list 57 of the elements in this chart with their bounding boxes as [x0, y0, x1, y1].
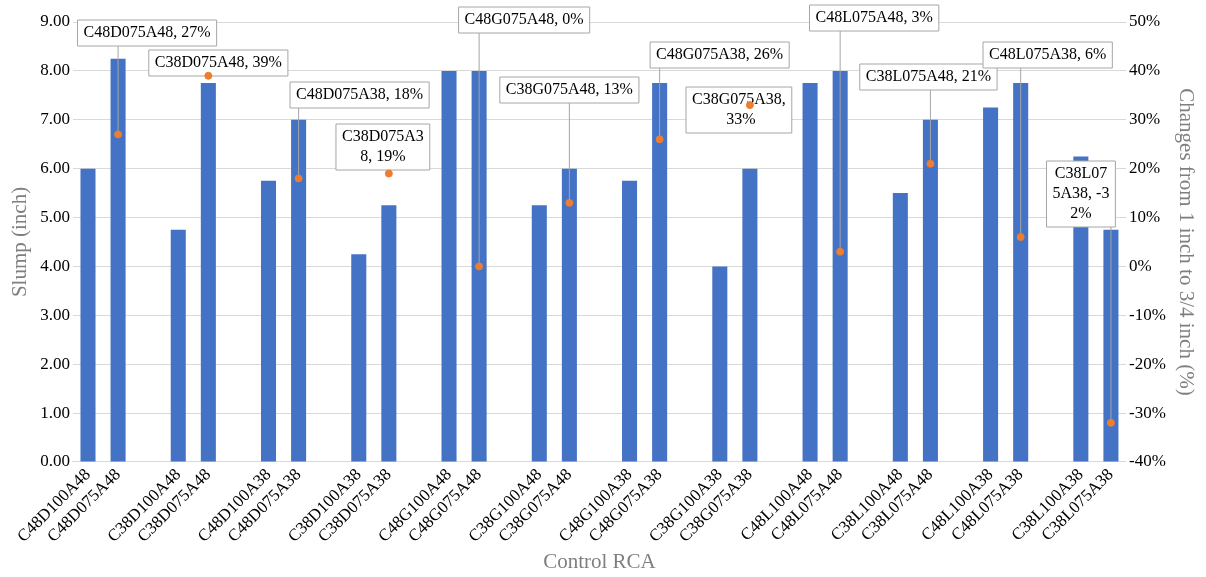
y-tick-label: 0.00 — [40, 451, 70, 471]
bar — [531, 205, 547, 462]
y-tick-label: 1.00 — [40, 402, 70, 422]
y2-tick-label: 50% — [1128, 11, 1161, 31]
bar — [742, 168, 758, 462]
y2-tick-label: 40% — [1128, 60, 1161, 80]
bar — [441, 70, 457, 462]
y2-tick-label: 10% — [1128, 206, 1161, 226]
y-tick-label: 2.00 — [40, 353, 70, 373]
data-label: C48D075A38, 18% — [296, 85, 424, 103]
data-label: C38D075A38, 19% — [341, 127, 424, 165]
bar — [381, 205, 397, 462]
data-label: C48L075A38, 6% — [989, 45, 1107, 63]
data-label: C38G075A48, 13% — [505, 80, 633, 98]
y-tick-label: 6.00 — [40, 158, 70, 178]
data-label: C38D075A48, 39% — [154, 53, 282, 71]
bar — [110, 58, 126, 462]
y-tick-label: 3.00 — [40, 304, 70, 324]
y-tick-label: 9.00 — [40, 11, 70, 31]
data-label: C48G075A38, 26% — [656, 45, 784, 63]
bar — [1013, 83, 1029, 462]
data-label: C48D075A48, 27% — [83, 23, 211, 41]
y-tick-label: 8.00 — [40, 60, 70, 80]
data-label: C48G075A48, 0% — [464, 10, 584, 28]
y2-tick-label: 0% — [1128, 255, 1152, 275]
x-axis-title: Control RCA — [543, 548, 657, 573]
y2-tick-label: -10% — [1128, 304, 1166, 324]
y-tick-label: 5.00 — [40, 206, 70, 226]
y2-tick-label: -20% — [1128, 353, 1166, 373]
y2-tick-label: 30% — [1128, 109, 1161, 129]
y-tick-label: 4.00 — [40, 255, 70, 275]
bar — [712, 266, 728, 462]
bar — [291, 119, 307, 462]
data-label: C38G075A38, 33% — [692, 90, 786, 128]
bar — [622, 180, 638, 462]
bar — [351, 254, 367, 462]
bar — [892, 193, 908, 462]
data-label: C38L075A38, -32% — [1052, 164, 1110, 222]
data-label: C38L075A48, 21% — [865, 67, 992, 85]
bar — [832, 70, 848, 462]
y-axis-title: Slump (inch) — [7, 186, 32, 298]
bar — [922, 119, 938, 462]
y-tick-label: 7.00 — [40, 109, 70, 129]
y2-tick-label: -40% — [1128, 451, 1166, 471]
bar — [802, 83, 818, 462]
y2-axis-title: Changes from 1 inch to 3/4 inch (%) — [1174, 88, 1199, 396]
y2-tick-label: -30% — [1128, 402, 1166, 422]
bar — [652, 83, 668, 462]
bar — [170, 229, 186, 462]
y2-tick-label: 20% — [1128, 158, 1161, 178]
data-label: C48L075A48, 3% — [815, 8, 933, 26]
bar — [80, 168, 96, 462]
bar — [471, 70, 487, 462]
bar — [260, 180, 277, 462]
bar — [200, 83, 216, 462]
bar — [983, 107, 999, 462]
bar — [561, 168, 577, 462]
